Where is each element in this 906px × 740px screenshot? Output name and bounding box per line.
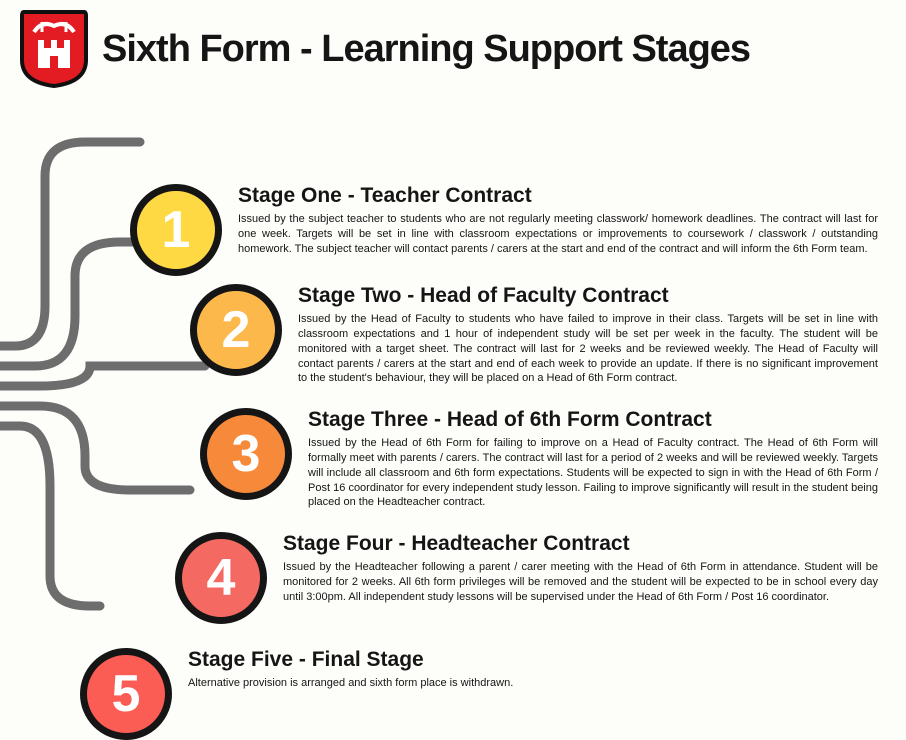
stage-3: 3 Stage Three - Head of 6th Form Contrac… [200,408,878,510]
stage-4: 4 Stage Four - Headteacher Contract Issu… [175,532,878,624]
stage-1-body: Issued by the subject teacher to student… [238,212,878,257]
stage-4-circle: 4 [175,532,267,624]
stage-2-body: Issued by the Head of Faculty to student… [298,312,878,386]
stage-1-title: Stage One - Teacher Contract [238,184,878,208]
stage-1-circle: 1 [130,184,222,276]
school-crest-icon [20,10,88,88]
stage-2: 2 Stage Two - Head of Faculty Contract I… [190,284,878,386]
stage-5: 5 Stage Five - Final Stage Alternative p… [80,648,878,740]
stage-4-body: Issued by the Headteacher following a pa… [283,560,878,605]
stage-4-title: Stage Four - Headteacher Contract [283,532,878,556]
stage-5-circle: 5 [80,648,172,740]
header: Sixth Form - Learning Support Stages [0,0,906,88]
stage-3-body: Issued by the Head of 6th Form for faili… [308,436,878,510]
stage-1: 1 Stage One - Teacher Contract Issued by… [130,184,878,276]
page-title: Sixth Form - Learning Support Stages [102,28,750,71]
stage-2-title: Stage Two - Head of Faculty Contract [298,284,878,308]
stage-2-circle: 2 [190,284,282,376]
stage-3-circle: 3 [200,408,292,500]
stage-5-title: Stage Five - Final Stage [188,648,878,672]
stage-5-body: Alternative provision is arranged and si… [188,676,878,691]
stage-3-title: Stage Three - Head of 6th Form Contract [308,408,878,432]
